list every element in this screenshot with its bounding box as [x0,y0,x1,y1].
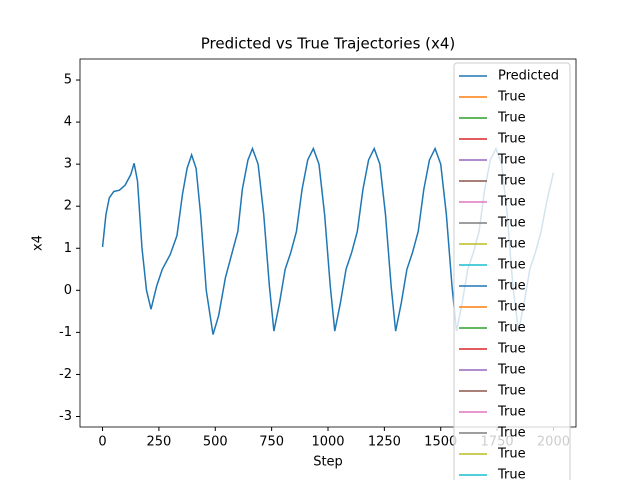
x-tick-label: 1250 [368,435,401,450]
y-tick-label: 2 [64,199,72,214]
y-tick-label: -2 [59,367,72,382]
legend-label: True [497,111,526,126]
legend-label: True [497,342,526,357]
legend-label: True [497,468,526,480]
legend-label: True [497,447,526,462]
x-tick-label: 750 [259,435,284,450]
y-axis-label: x4 [31,235,46,251]
legend-box [453,62,571,480]
x-tick-label: 250 [146,435,171,450]
axes-frame [79,58,577,428]
legend-label: Predicted [498,69,559,84]
legend-label: True [497,216,526,231]
x-axis-label: Step [313,455,343,470]
legend-label: True [497,405,526,420]
y-tick-label: 1 [64,241,72,256]
y-tick-label: 4 [64,115,72,130]
legend-label: True [497,90,526,105]
legend-label: True [497,300,526,315]
legend-label: True [497,132,526,147]
y-tick-label: 5 [64,73,72,88]
legend-label: True [497,237,526,252]
x-tick-label: 1500 [424,435,457,450]
legend-label: True [497,195,526,210]
legend-label: True [497,279,526,294]
y-tick-label: -3 [59,409,72,424]
x-tick-label: 0 [98,435,106,450]
legend-label: True [497,363,526,378]
legend-label: True [497,153,526,168]
chart-title: Predicted vs True Trajectories (x4) [201,35,456,53]
y-tick-label: 3 [64,157,72,172]
x-tick-label: 500 [203,435,228,450]
legend-label: True [497,384,526,399]
y-tick-label: 0 [64,283,72,298]
legend-label: True [497,321,526,336]
legend-label: True [497,258,526,273]
x-tick-label: 1000 [311,435,344,450]
legend-label: True [497,174,526,189]
y-tick-label: -1 [59,325,72,340]
legend-label: True [497,426,526,441]
